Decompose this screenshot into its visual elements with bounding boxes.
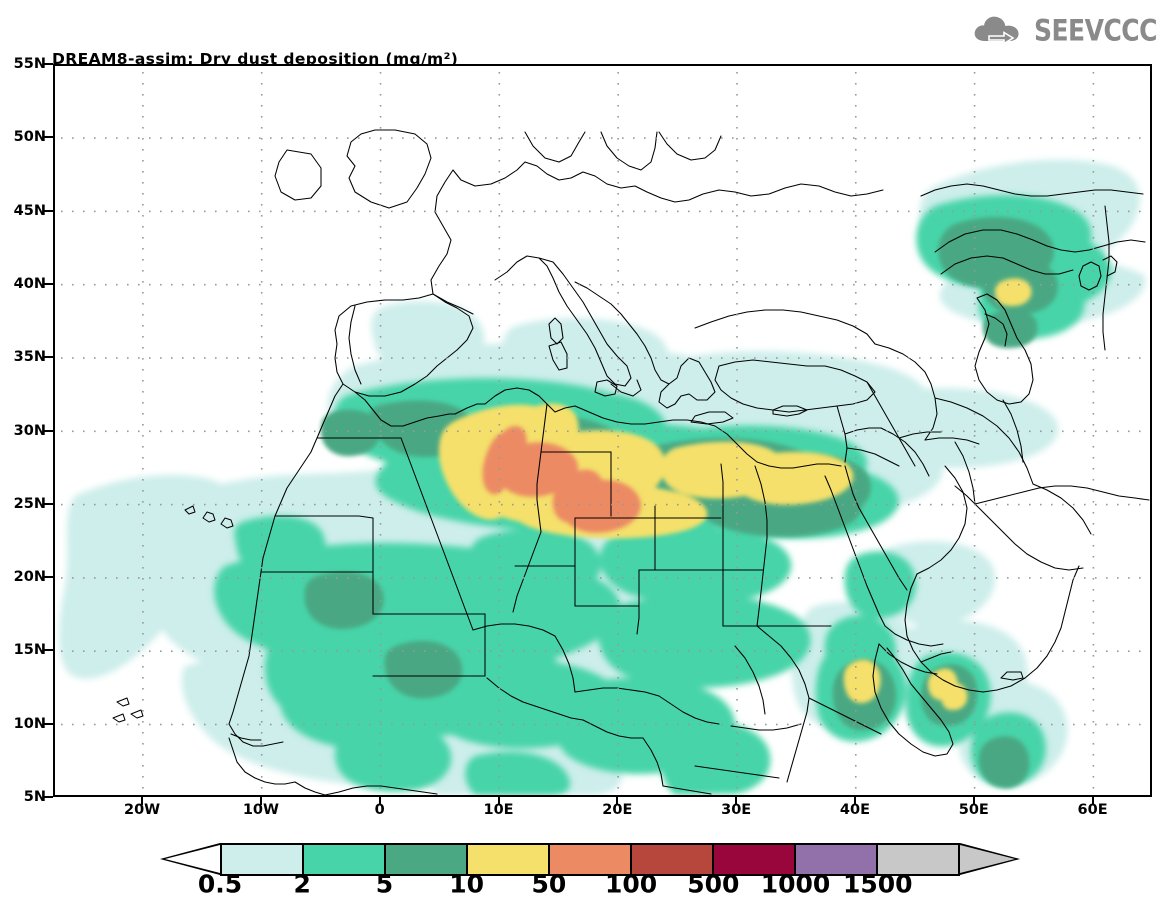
x-axis-label: 40E	[839, 802, 871, 818]
x-axis-tick	[616, 797, 619, 805]
seevccc-logo: SEEVCCC	[971, 10, 1158, 50]
dust-deposition-map	[59, 72, 1150, 795]
y-axis-tick	[44, 649, 53, 652]
colorbar-band	[468, 845, 550, 874]
x-axis-label: 60E	[1077, 802, 1108, 818]
y-axis-tick	[44, 796, 53, 798]
colorbar-band	[550, 845, 632, 874]
x-axis-tick	[259, 797, 262, 805]
x-axis-label: 20E	[602, 802, 633, 818]
x-axis-tick	[141, 797, 144, 805]
colorbar-tick-label: 500	[687, 869, 740, 899]
x-axis-tick	[972, 797, 975, 805]
y-axis-tick	[44, 63, 53, 65]
y-axis-tick	[44, 502, 53, 505]
chart-header: DREAM8-assim: Dry dust deposition (mg/m²…	[0, 0, 1165, 131]
y-axis-label: 25N	[13, 495, 46, 512]
colorbar-band	[878, 845, 958, 874]
colorbar-bands	[220, 843, 960, 876]
colorbar-tick-label: 10	[449, 869, 485, 899]
y-axis-label: 30N	[13, 422, 46, 439]
y-axis-label: 40N	[13, 275, 46, 292]
y-axis-label: 55N	[13, 56, 46, 72]
x-axis-label: 20W	[124, 802, 161, 818]
x-axis-label: 10W	[242, 802, 279, 818]
logo-text: SEEVCCC	[1033, 12, 1158, 48]
x-axis-tick	[735, 797, 738, 805]
colorbar	[160, 843, 1020, 876]
y-axis-label: 35N	[13, 349, 46, 366]
map-borders	[112, 129, 1150, 795]
colorbar-band	[304, 845, 386, 874]
x-axis-tick	[853, 797, 856, 805]
colorbar-tick-label: 2	[293, 869, 311, 899]
y-axis-tick	[44, 429, 53, 432]
colorbar-band	[222, 845, 304, 874]
y-axis-label: 5N	[23, 789, 46, 805]
y-axis-label: 45N	[13, 202, 46, 219]
colorbar-tick-label: 0.5	[197, 869, 243, 899]
colorbar-tick-label: 100	[605, 869, 658, 899]
x-axis-tick	[497, 797, 500, 805]
x-axis-tick	[378, 797, 381, 805]
colorbar-band	[386, 845, 468, 874]
map-plot-area	[53, 64, 1152, 797]
y-axis-tick	[44, 722, 53, 725]
grid-dots	[61, 72, 1141, 789]
colorbar-under-fill	[165, 845, 220, 873]
x-axis-label: 10E	[483, 802, 514, 818]
y-axis-label: 10N	[13, 715, 46, 732]
x-axis-label: 30E	[721, 802, 752, 818]
y-axis-tick	[44, 209, 53, 212]
colorbar-band	[714, 845, 796, 874]
colorbar-band	[632, 845, 714, 874]
y-axis-tick	[44, 576, 53, 579]
title-line-variable: DREAM8-assim: Dry dust deposition (mg/m²…	[52, 50, 459, 68]
colorbar-tick-label: 1000	[760, 869, 831, 899]
cloud-arrow-icon	[974, 16, 1019, 45]
x-axis-label: 50E	[958, 802, 989, 818]
colorbar-tick-label: 5	[375, 869, 394, 899]
y-axis-tick	[44, 282, 53, 285]
y-axis-tick	[44, 356, 53, 359]
y-axis-label: 20N	[13, 569, 46, 586]
x-axis-label: 0	[374, 802, 385, 818]
colorbar-tick-label: 1500	[842, 869, 913, 899]
colorbar-tick-label: 50	[531, 869, 567, 899]
x-axis-tick	[1091, 797, 1094, 805]
colorbar-over-fill	[960, 845, 1015, 873]
colorbar-band	[796, 845, 878, 874]
y-axis-tick	[44, 136, 53, 139]
y-axis-label: 50N	[13, 129, 46, 146]
y-axis-label: 15N	[13, 642, 46, 659]
contour-band-50-100	[482, 426, 641, 533]
